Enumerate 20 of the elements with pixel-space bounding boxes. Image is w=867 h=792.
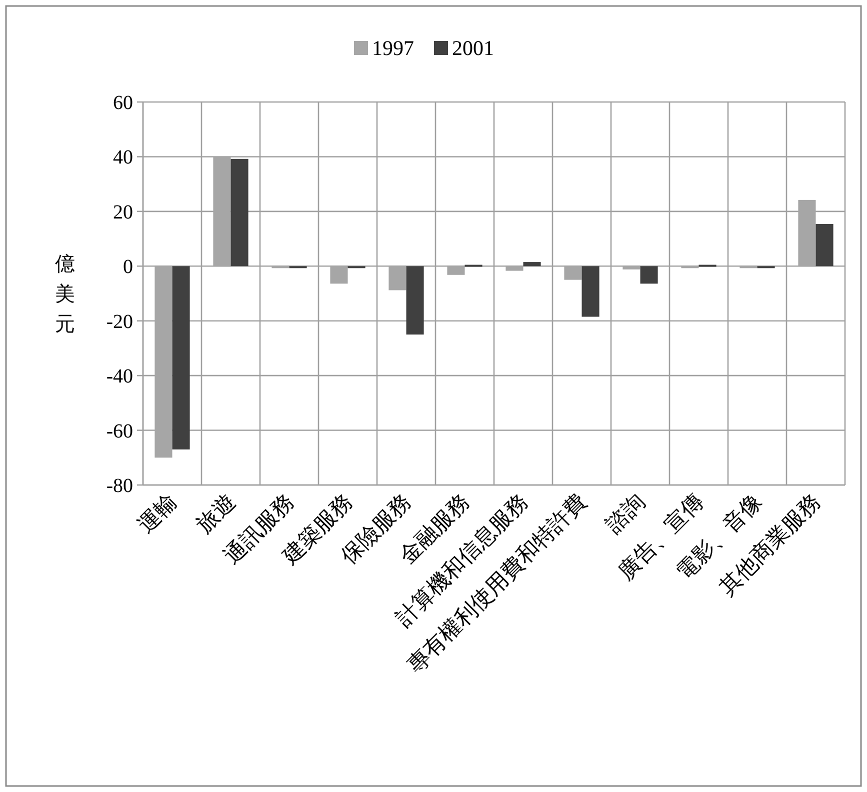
- y-tick-label: -40: [106, 366, 133, 388]
- bar: [816, 224, 834, 266]
- y-axis-title: 億美元: [55, 254, 75, 336]
- y-tick-label: 0: [123, 256, 133, 278]
- y-tick-label: -60: [106, 420, 133, 442]
- x-tick-label: 運輸: [132, 488, 182, 538]
- y-tick-label: 20: [113, 201, 133, 224]
- legend-label: 1997: [372, 36, 414, 60]
- y-tick-label: 40: [113, 146, 133, 169]
- legend-label: 2001: [452, 36, 494, 60]
- bar: [582, 266, 600, 317]
- y-tick-label: -20: [106, 310, 133, 333]
- bar: [406, 266, 424, 335]
- bar: [172, 266, 190, 450]
- x-tick-label: 諮詢: [600, 488, 650, 538]
- y-tick-label: 60: [113, 92, 133, 114]
- y-tick-label: -80: [106, 475, 133, 497]
- bar: [640, 266, 658, 284]
- bar: [523, 262, 541, 266]
- bar: [230, 158, 248, 266]
